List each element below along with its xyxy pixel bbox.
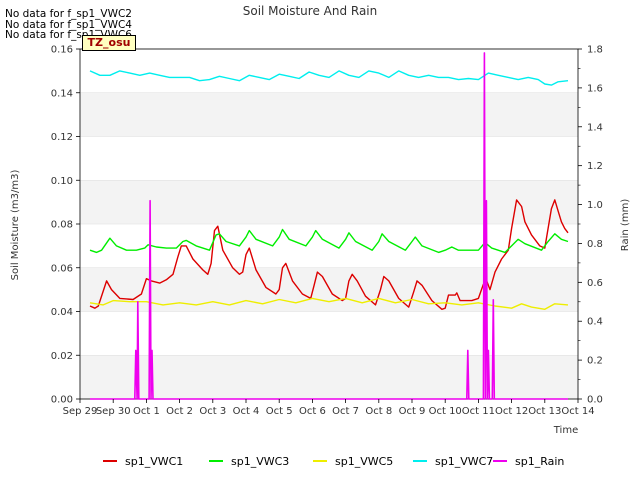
grid-bands xyxy=(80,92,578,399)
legend-item-vwc7: sp1_VWC7 xyxy=(413,452,493,470)
left-y-axis-label: Soil Moisture (m3/m3) xyxy=(10,170,21,281)
x-tick-label: Oct 11 xyxy=(462,406,495,417)
legend-label-rain: sp1_Rain xyxy=(515,454,565,468)
legend-swatch-rain xyxy=(493,460,507,462)
right-y-tick-label: 0.2 xyxy=(587,356,603,367)
x-tick-label: Oct 6 xyxy=(299,406,326,417)
x-tick-label: Oct 9 xyxy=(399,406,426,417)
legend-label-vwc1: sp1_VWC1 xyxy=(125,454,184,468)
left-y-tick-label: 0.12 xyxy=(51,132,73,143)
right-y-tick-label: 0.8 xyxy=(587,239,603,250)
x-tick-label: Oct 10 xyxy=(429,406,462,417)
legend-item-vwc3: sp1_VWC3 xyxy=(209,452,289,470)
legend-item-vwc5: sp1_VWC5 xyxy=(313,452,393,470)
right-y-tick-label: 0.6 xyxy=(587,278,603,289)
left-y-axis-ticks: 0.00 0.02 0.04 0.06 0.08 0.10 0.12 0.14 0.16 xyxy=(51,45,80,406)
x-tick-label: Oct 1 xyxy=(133,406,160,417)
x-tick-label: Oct 12 xyxy=(495,406,528,417)
legend-swatch-vwc7 xyxy=(413,460,427,462)
left-y-tick-label: 0.10 xyxy=(51,176,73,187)
right-y-tick-label: 1.2 xyxy=(587,161,603,172)
series-line-sp1-vwc5 xyxy=(89,297,569,310)
left-y-tick-label: 0.14 xyxy=(51,88,73,99)
series-layer xyxy=(89,52,569,400)
left-y-tick-label: 0.04 xyxy=(51,307,73,318)
right-y-tick-label: 0.0 xyxy=(587,395,603,406)
legend-swatch-vwc3 xyxy=(209,460,223,462)
series-line-sp1-vwc3 xyxy=(89,228,569,254)
x-tick-label: Oct 3 xyxy=(199,406,226,417)
chart-title: Soil Moisture And Rain xyxy=(243,4,378,18)
series-line-sp1-vwc7 xyxy=(89,70,569,86)
legend-label-vwc5: sp1_VWC5 xyxy=(335,454,394,468)
legend-swatch-vwc5 xyxy=(313,460,327,462)
legend: sp1_VWC1 sp1_VWC3 sp1_VWC5 sp1_VWC7 sp1_… xyxy=(0,452,640,470)
left-y-tick-label: 0.02 xyxy=(51,351,73,362)
x-tick-label: Oct 7 xyxy=(332,406,359,417)
series-line-sp1-rain xyxy=(90,52,568,400)
x-tick-label: Oct 4 xyxy=(233,406,260,417)
left-y-tick-label: 0.16 xyxy=(51,45,73,56)
x-tick-label: Oct 5 xyxy=(266,406,293,417)
grid-band xyxy=(80,180,578,224)
right-y-tick-label: 1.8 xyxy=(587,45,603,56)
left-y-tick-label: 0.06 xyxy=(51,263,73,274)
legend-swatch-vwc1 xyxy=(103,460,117,462)
no-data-message-vwc4: No data for f_sp1_VWC4 xyxy=(5,19,132,31)
x-tick-label: Oct 2 xyxy=(166,406,193,417)
grid-band xyxy=(80,267,578,312)
legend-item-rain: sp1_Rain xyxy=(493,452,564,470)
right-y-axis-label: Rain (mm) xyxy=(620,199,631,252)
right-y-axis-ticks: 0.0 0.2 0.4 0.6 0.8 1.0 1.2 1.4 1.6 1.8 xyxy=(578,45,603,406)
timezone-badge: TZ_osu xyxy=(82,35,136,51)
grid-band xyxy=(80,92,578,137)
grid-band xyxy=(80,355,578,399)
right-y-tick-label: 1.0 xyxy=(587,200,603,211)
x-tick-label: Sep 30 xyxy=(96,406,131,417)
right-y-tick-label: 1.4 xyxy=(587,122,603,133)
x-axis-label: Time xyxy=(553,425,578,436)
x-tick-label: Oct 13 xyxy=(528,406,561,417)
right-y-tick-label: 0.4 xyxy=(587,317,603,328)
x-tick-label: Oct 8 xyxy=(365,406,392,417)
legend-label-vwc3: sp1_VWC3 xyxy=(231,454,290,468)
left-y-tick-label: 0.08 xyxy=(51,220,73,231)
left-y-tick-label: 0.00 xyxy=(51,395,73,406)
legend-label-vwc7: sp1_VWC7 xyxy=(435,454,494,468)
no-data-message-vwc2: No data for f_sp1_VWC2 xyxy=(5,8,132,20)
x-tick-label: Sep 29 xyxy=(63,406,98,417)
legend-item-vwc1: sp1_VWC1 xyxy=(103,452,183,470)
x-tick-label: Oct 14 xyxy=(561,406,594,417)
right-y-tick-label: 1.6 xyxy=(587,83,603,94)
